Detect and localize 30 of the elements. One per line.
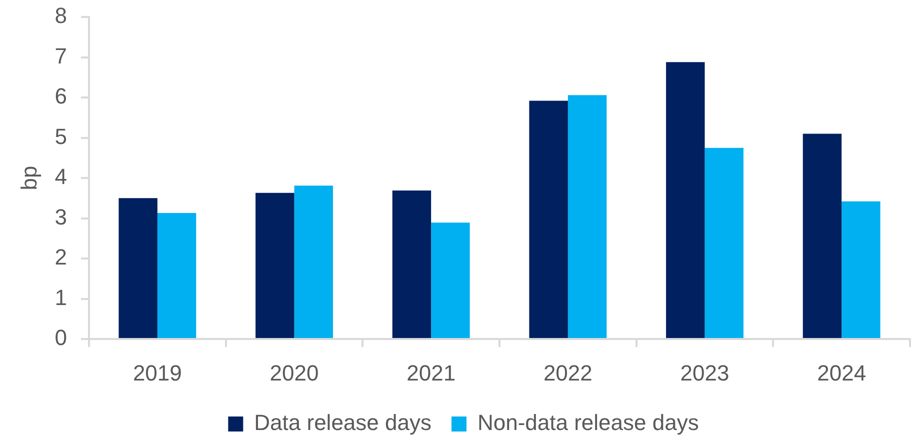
bar [666, 62, 705, 338]
bar [157, 213, 196, 338]
x-tick-label: 2020 [270, 360, 319, 386]
x-tick-label: 2023 [680, 360, 730, 386]
bar [704, 148, 744, 338]
bar [568, 95, 607, 338]
bar [256, 192, 294, 338]
x-tick-label: 2021 [406, 360, 456, 386]
legend-label: Data release days [254, 410, 432, 436]
bar [802, 134, 842, 338]
bar [118, 198, 158, 338]
bar [529, 100, 568, 338]
bar [392, 190, 432, 338]
y-tick-label: 7 [54, 43, 67, 68]
y-tick-label: 4 [54, 164, 67, 190]
y-tick-label: 3 [54, 204, 67, 230]
bar [842, 201, 880, 338]
y-tick-label: 1 [54, 284, 67, 310]
y-tick-label: 6 [54, 84, 67, 109]
x-tick-label: 2022 [543, 360, 592, 386]
x-tick-label: 2019 [132, 360, 182, 386]
y-tick-label: 5 [54, 124, 67, 149]
y-tick-label: 8 [54, 3, 67, 28]
legend-label: Non-data release days [477, 410, 699, 436]
bar [431, 222, 470, 338]
bar [294, 186, 333, 338]
x-tick-label: 2024 [817, 360, 866, 386]
y-tick-label: 0 [54, 325, 67, 350]
y-tick-label: 2 [54, 244, 67, 270]
y-axis-title: bp [16, 166, 42, 190]
